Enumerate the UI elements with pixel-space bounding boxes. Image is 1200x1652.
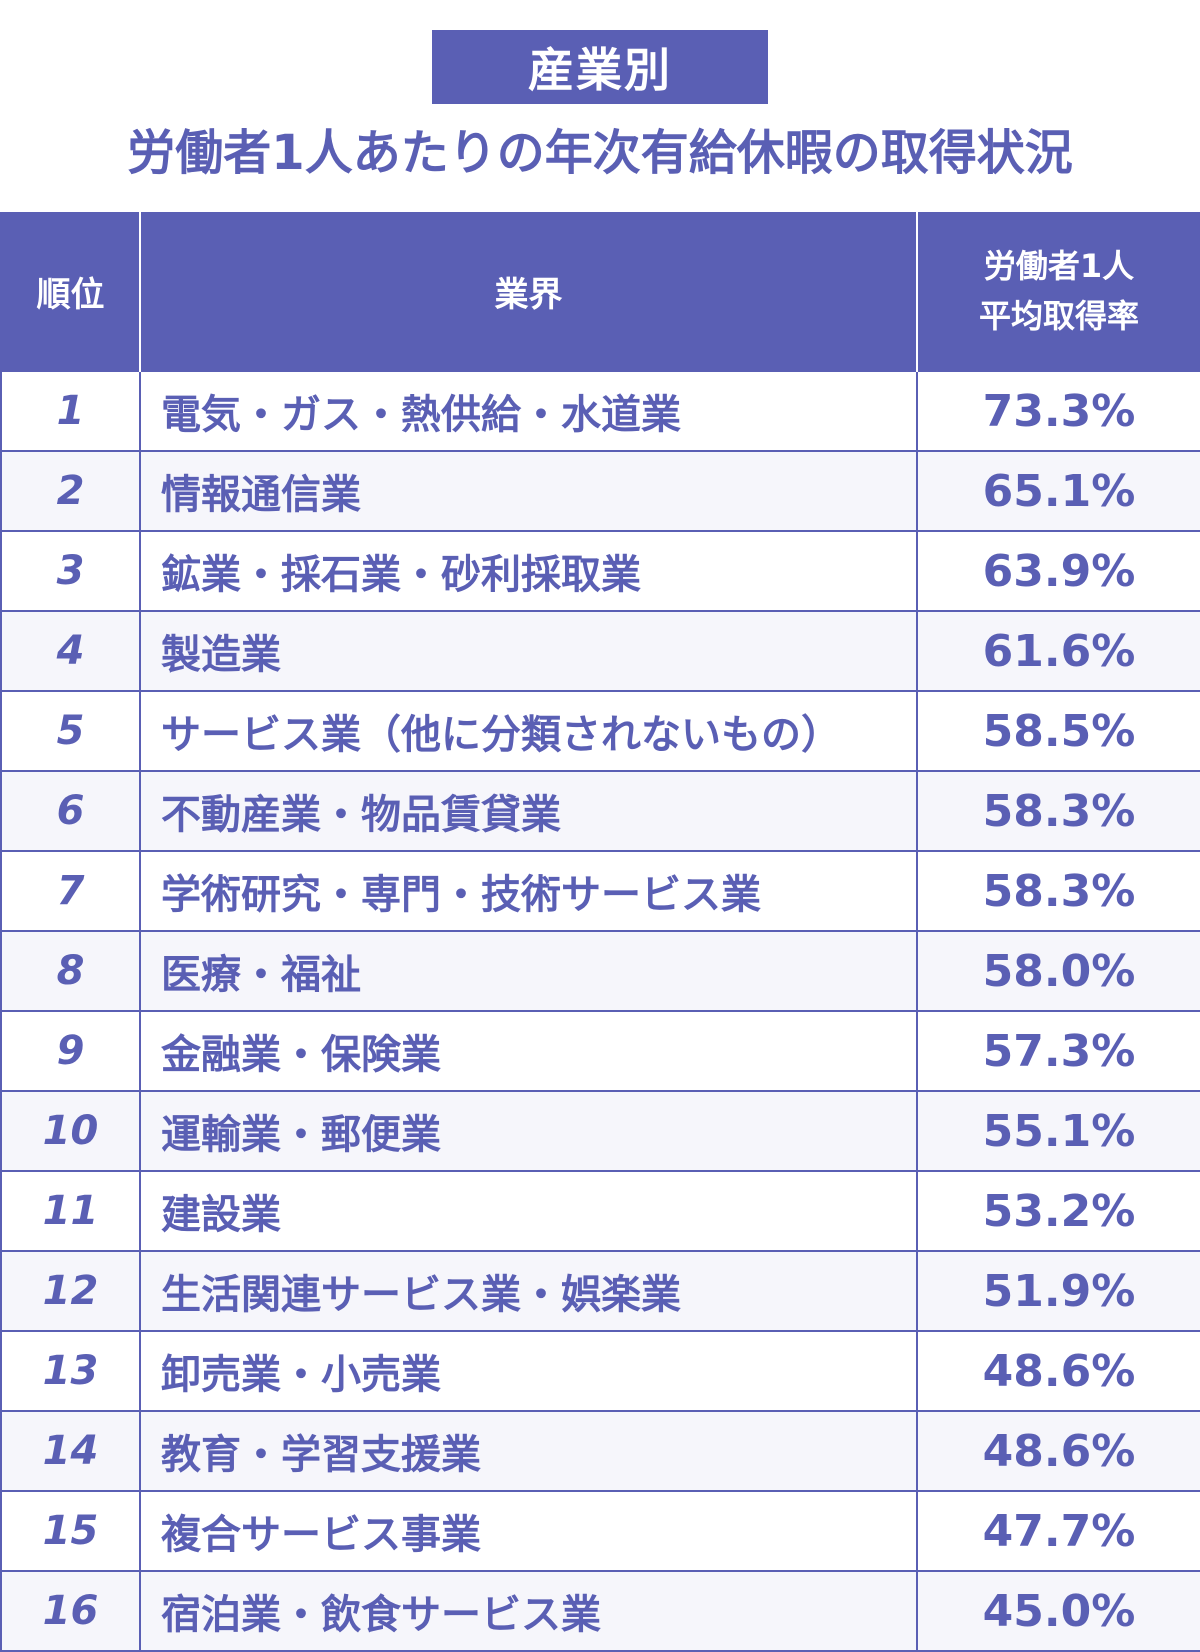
rank-cell: 6	[0, 770, 141, 852]
rate-cell: 61.6%	[916, 610, 1200, 692]
industry-cell: 金融業・保険業	[139, 1010, 918, 1092]
rank-cell: 4	[0, 610, 141, 692]
rate-header-line2: 平均取得率	[978, 297, 1139, 335]
industry-cell: 不動産業・物品賃貸業	[139, 770, 918, 852]
industry-cell: 生活関連サービス業・娯楽業	[139, 1250, 918, 1332]
table-row: 10 運輸業・郵便業 55.1%	[0, 1090, 1200, 1172]
rate-cell: 45.0%	[916, 1570, 1200, 1652]
industry-cell: 複合サービス事業	[139, 1490, 918, 1572]
rank-cell: 5	[0, 690, 141, 772]
rank-cell: 14	[0, 1410, 141, 1492]
table-row: 6 不動産業・物品賃貸業 58.3%	[0, 770, 1200, 852]
rank-cell: 12	[0, 1250, 141, 1332]
table-row: 7 学術研究・専門・技術サービス業 58.3%	[0, 850, 1200, 932]
rank-cell: 9	[0, 1010, 141, 1092]
page-title: 労働者1人あたりの年次有給休暇の取得状況	[127, 125, 1073, 181]
industry-cell: 情報通信業	[139, 450, 918, 532]
table-header-row: 順位 業界 労働者1人 平均取得率	[0, 212, 1200, 371]
rank-cell: 2	[0, 450, 141, 532]
rate-cell: 73.3%	[916, 370, 1200, 452]
rate-cell: 47.7%	[916, 1490, 1200, 1572]
table-body: 1 電気・ガス・熱供給・水道業 73.3% 2 情報通信業 65.1% 3 鉱業・採石業・砂利…	[0, 370, 1200, 1652]
industry-cell: 医療・福祉	[139, 930, 918, 1012]
industry-cell: 運輸業・郵便業	[139, 1090, 918, 1172]
rate-cell: 57.3%	[916, 1010, 1200, 1092]
table-row: 4 製造業 61.6%	[0, 610, 1200, 692]
rank-cell: 7	[0, 850, 141, 932]
rate-cell: 58.0%	[916, 930, 1200, 1012]
table-row: 14 教育・学習支援業 48.6%	[0, 1410, 1200, 1492]
industry-cell: サービス業（他に分類されないもの）	[139, 690, 918, 772]
table-row: 12 生活関連サービス業・娯楽業 51.9%	[0, 1250, 1200, 1332]
rate-cell: 58.5%	[916, 690, 1200, 772]
industry-cell: 学術研究・専門・技術サービス業	[139, 850, 918, 932]
rank-cell: 1	[0, 370, 141, 452]
rate-cell: 48.6%	[916, 1330, 1200, 1412]
table-row: 5 サービス業（他に分類されないもの） 58.5%	[0, 690, 1200, 772]
industry-cell: 卸売業・小売業	[139, 1330, 918, 1412]
rank-cell: 8	[0, 930, 141, 1012]
rate-cell: 53.2%	[916, 1170, 1200, 1252]
table-row: 3 鉱業・採石業・砂利採取業 63.9%	[0, 530, 1200, 612]
rate-cell: 58.3%	[916, 850, 1200, 932]
title-area: 産業別 労働者1人あたりの年次有給休暇の取得状況	[0, 0, 1200, 212]
rate-column-header: 労働者1人 平均取得率	[916, 212, 1200, 371]
industry-cell: 建設業	[139, 1170, 918, 1252]
industry-cell: 宿泊業・飲食サービス業	[139, 1570, 918, 1652]
rate-cell: 65.1%	[916, 450, 1200, 532]
rank-cell: 11	[0, 1170, 141, 1252]
rank-cell: 3	[0, 530, 141, 612]
rate-header-line1: 労働者1人	[983, 247, 1135, 285]
industry-cell: 電気・ガス・熱供給・水道業	[139, 370, 918, 452]
industry-column-header: 業界	[139, 212, 918, 371]
rank-cell: 10	[0, 1090, 141, 1172]
ranking-table-container: 順位 業界 労働者1人 平均取得率 1 電気・ガス・熱供給・水道業 73.3% 2 情報…	[0, 212, 1200, 1652]
industry-cell: 鉱業・採石業・砂利採取業	[139, 530, 918, 612]
rank-cell: 16	[0, 1570, 141, 1652]
ranking-table: 順位 業界 労働者1人 平均取得率 1 電気・ガス・熱供給・水道業 73.3% 2 情報…	[0, 212, 1200, 1652]
table-row: 16 宿泊業・飲食サービス業 45.0%	[0, 1570, 1200, 1652]
rate-cell: 63.9%	[916, 530, 1200, 612]
rank-cell: 13	[0, 1330, 141, 1412]
rank-cell: 15	[0, 1490, 141, 1572]
rate-cell: 58.3%	[916, 770, 1200, 852]
table-row: 8 医療・福祉 58.0%	[0, 930, 1200, 1012]
rank-column-header: 順位	[0, 212, 141, 371]
table-row: 2 情報通信業 65.1%	[0, 450, 1200, 532]
table-row: 15 複合サービス事業 47.7%	[0, 1490, 1200, 1572]
industry-cell: 製造業	[139, 610, 918, 692]
table-row: 9 金融業・保険業 57.3%	[0, 1010, 1200, 1092]
table-row: 13 卸売業・小売業 48.6%	[0, 1330, 1200, 1412]
rate-cell: 48.6%	[916, 1410, 1200, 1492]
category-badge: 産業別	[432, 30, 768, 104]
rate-cell: 51.9%	[916, 1250, 1200, 1332]
rate-cell: 55.1%	[916, 1090, 1200, 1172]
industry-cell: 教育・学習支援業	[139, 1410, 918, 1492]
table-row: 11 建設業 53.2%	[0, 1170, 1200, 1252]
table-row: 1 電気・ガス・熱供給・水道業 73.3%	[0, 370, 1200, 452]
